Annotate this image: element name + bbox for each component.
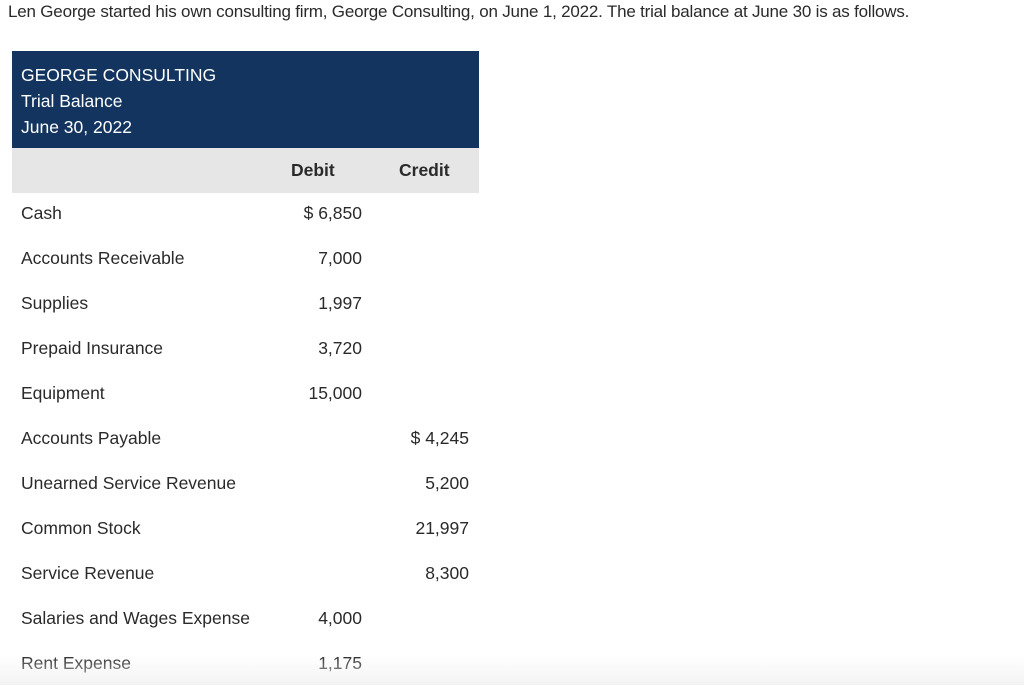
credit-amount: 21,997 — [415, 518, 469, 538]
credit-amount: 8,300 — [425, 563, 469, 583]
debit-header: Debit — [291, 160, 335, 180]
debit-amount: 15,000 — [308, 383, 362, 403]
debit-amount: 4,000 — [318, 608, 362, 628]
credit-amount: 5,200 — [425, 473, 469, 493]
account-name: Accounts Receivable — [21, 248, 185, 268]
table-row: Supplies 1,997 — [12, 283, 479, 328]
debit-amount: $ 6,850 — [303, 203, 362, 223]
credit-amount: $ 4,245 — [410, 428, 469, 448]
company-name: GEORGE CONSULTING — [21, 65, 217, 85]
credit-header: Credit — [399, 160, 450, 180]
table-header: GEORGE CONSULTING Trial Balance June 30,… — [12, 51, 479, 148]
account-name: Equipment — [21, 383, 105, 403]
account-name: Unearned Service Revenue — [21, 473, 236, 493]
debit-amount: 3,720 — [318, 338, 362, 358]
account-name: Supplies — [21, 293, 89, 313]
table-row: Equipment 15,000 — [12, 373, 479, 418]
debit-amount: 7,000 — [318, 248, 362, 268]
bottom-fade — [0, 655, 1024, 685]
account-name: Prepaid Insurance — [21, 338, 164, 358]
table-row: Prepaid Insurance 3,720 — [12, 328, 479, 373]
account-name: Accounts Payable — [21, 428, 162, 448]
account-name: Service Revenue — [21, 563, 155, 583]
account-name: Common Stock — [21, 518, 141, 538]
table-row: Salaries and Wages Expense 4,000 — [12, 598, 479, 643]
intro-text: Len George started his own consulting fi… — [8, 2, 910, 21]
account-name: Salaries and Wages Expense — [21, 608, 250, 628]
debit-amount: 1,997 — [318, 293, 362, 313]
table-row: Accounts Receivable 7,000 — [12, 238, 479, 283]
account-name: Cash — [21, 203, 62, 223]
table-row: Service Revenue 8,300 — [12, 553, 479, 598]
table-row: Cash $ 6,850 — [12, 193, 479, 238]
statement-name: Trial Balance — [21, 91, 123, 111]
statement-date: June 30, 2022 — [21, 117, 132, 137]
table-row: Unearned Service Revenue 5,200 — [12, 463, 479, 508]
column-header: Debit Credit — [12, 148, 479, 193]
table-row: Accounts Payable $ 4,245 — [12, 418, 479, 463]
table-row: Common Stock 21,997 — [12, 508, 479, 553]
